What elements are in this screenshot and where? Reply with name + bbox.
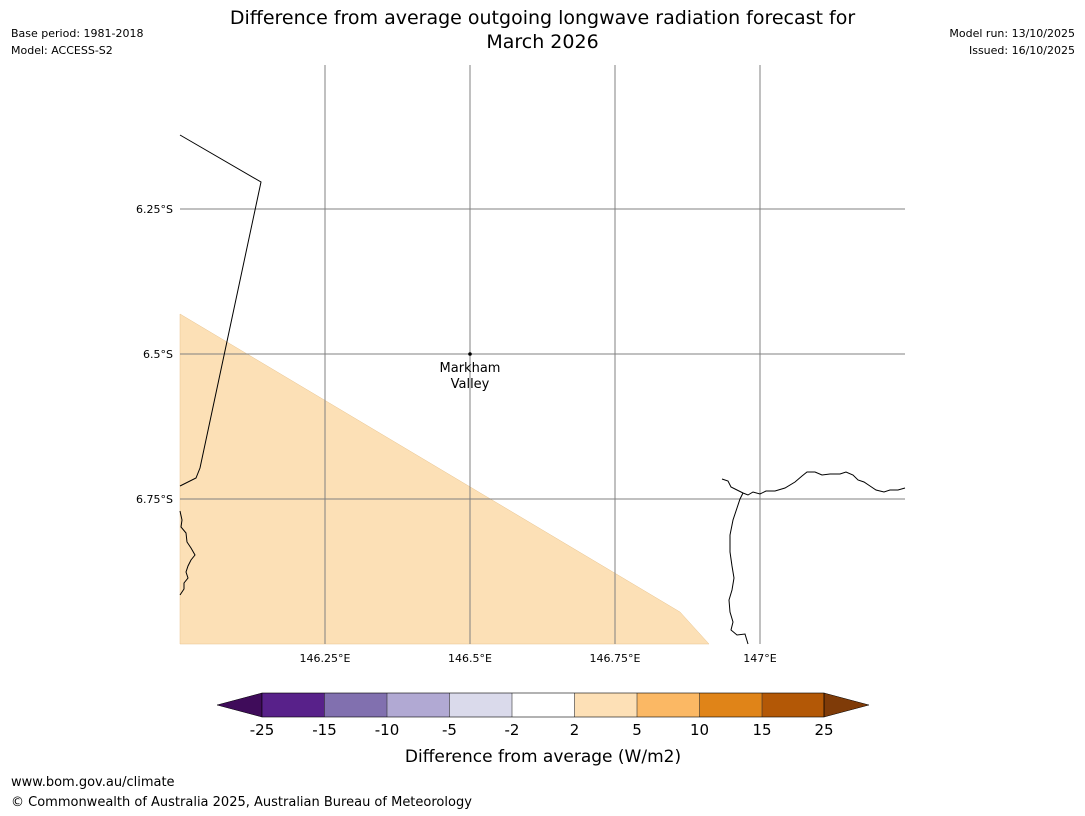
colorbar-segment-6 (574, 693, 637, 717)
colorbar-segment-1 (262, 693, 325, 717)
colorbar-tick-label: -5 (442, 721, 457, 739)
colorbar-tick-label: 5 (632, 721, 642, 739)
lon-tick-146-5: 146.5°E (448, 652, 492, 665)
colorbar-dividers (324, 693, 763, 717)
colorbar-tick-label: 10 (690, 721, 709, 739)
colorbar-tick-label: -10 (375, 721, 400, 739)
lat-tick-6-25: 6.25°S (136, 203, 173, 216)
colorbar-tick-label: 25 (814, 721, 833, 739)
coastline-southwest (179, 510, 196, 596)
metadata-left: Base period: 1981-2018 Model: ACCESS-S2 (11, 25, 143, 59)
colorbar-title: Difference from average (W/m2) (405, 747, 681, 767)
colorbar-segment-9 (762, 693, 825, 717)
colorbar-tick-label: -2 (505, 721, 520, 739)
colorbar-tick-label: -25 (250, 721, 275, 739)
coastline-east (721, 471, 906, 496)
metadata-right: Model run: 13/10/2025 Issued: 16/10/2025 (949, 25, 1075, 59)
markham-valley-marker (468, 352, 472, 356)
boundary-line-west (179, 134, 262, 487)
lon-tick-147: 147°E (743, 652, 776, 665)
lat-tick-6-5: 6.5°S (143, 348, 173, 361)
colorbar: -25 -15 -10 -5 -2 2 5 10 15 25 Differenc… (216, 692, 870, 767)
lon-tick-146-25: 146.25°E (300, 652, 351, 665)
footer-url[interactable]: www.bom.gov.au/climate (11, 775, 175, 790)
base-period-text: Base period: 1981-2018 (11, 27, 144, 40)
anomaly-shading-2-to-5 (179, 313, 710, 645)
colorbar-extend-high (823, 692, 870, 718)
model-run-text: Model run: 13/10/2025 (949, 27, 1075, 40)
colorbar-tick-label: -15 (312, 721, 337, 739)
coastlines (179, 134, 906, 645)
colorbar-extend-low (216, 692, 263, 718)
colorbar-segment-3 (387, 693, 450, 717)
page-title: Difference from average outgoing longwav… (180, 6, 905, 54)
colorbar-segment-8 (699, 693, 762, 717)
issued-text: Issued: 16/10/2025 (968, 44, 1075, 57)
footer-copyright: © Commonwealth of Australia 2025, Austra… (11, 795, 472, 810)
title-line-2: March 2026 (486, 31, 599, 53)
lon-tick-146-75: 146.75°E (590, 652, 641, 665)
model-text: Model: ACCESS-S2 (11, 44, 113, 57)
colorbar-segment-2 (324, 693, 387, 717)
coastline-river (728, 492, 749, 645)
colorbar-segment-7 (637, 693, 700, 717)
place-name-line-1: Markham (440, 361, 501, 376)
colorbar-tick-label: 2 (570, 721, 580, 739)
colorbar-segment-4 (449, 693, 512, 717)
place-name-line-2: Valley (451, 377, 490, 392)
lat-tick-6-75: 6.75°S (136, 493, 173, 506)
colorbar-frame (261, 692, 825, 718)
colorbar-tick-label: 15 (752, 721, 771, 739)
colorbar-segment-5 (512, 693, 575, 717)
title-line-1: Difference from average outgoing longwav… (229, 7, 856, 29)
